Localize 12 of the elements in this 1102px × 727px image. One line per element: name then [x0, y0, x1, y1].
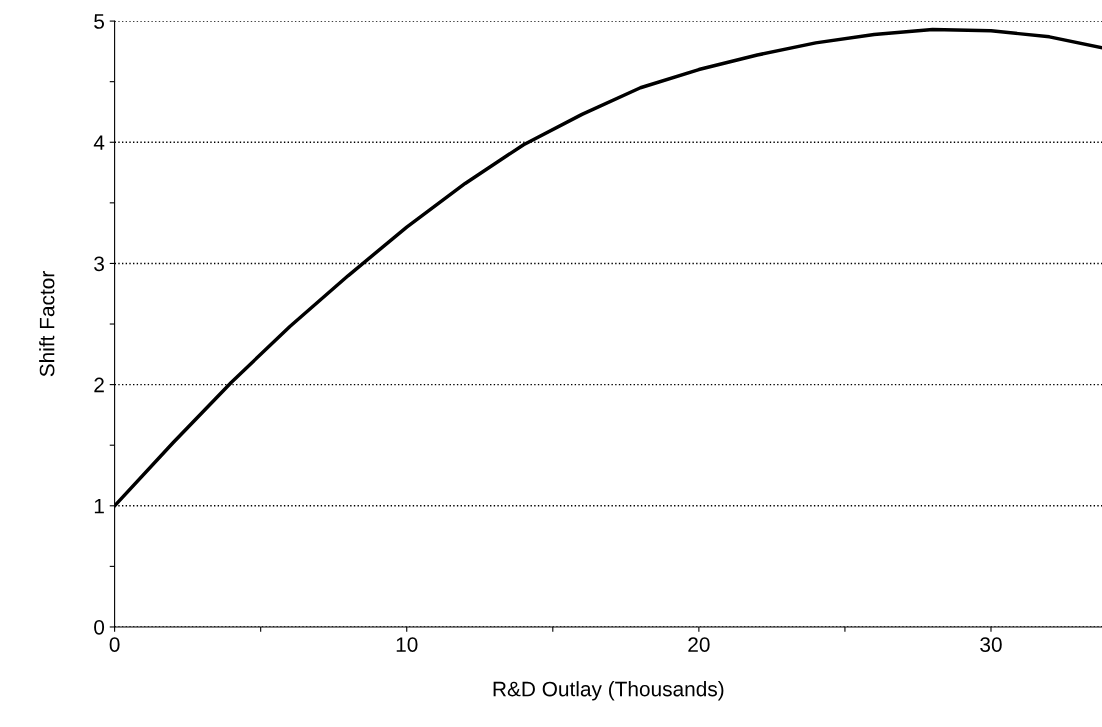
x-tick-label: 10	[396, 637, 418, 652]
y-tick-label: 1	[94, 499, 104, 514]
x-axis-title: R&D Outlay (Thousands)	[493, 681, 724, 701]
y-tick-label: 0	[94, 619, 105, 635]
y-axis-title: Shift Factor	[39, 271, 55, 377]
y-tick-label: 2	[94, 377, 104, 393]
x-tick-label: 30	[980, 637, 1002, 652]
y-tick-label: 5	[94, 14, 105, 29]
y-tick-label: 4	[93, 135, 105, 150]
x-tick-label: 20	[688, 637, 710, 652]
y-tick-label: 3	[94, 256, 104, 272]
x-tick-label: 0	[109, 637, 120, 652]
